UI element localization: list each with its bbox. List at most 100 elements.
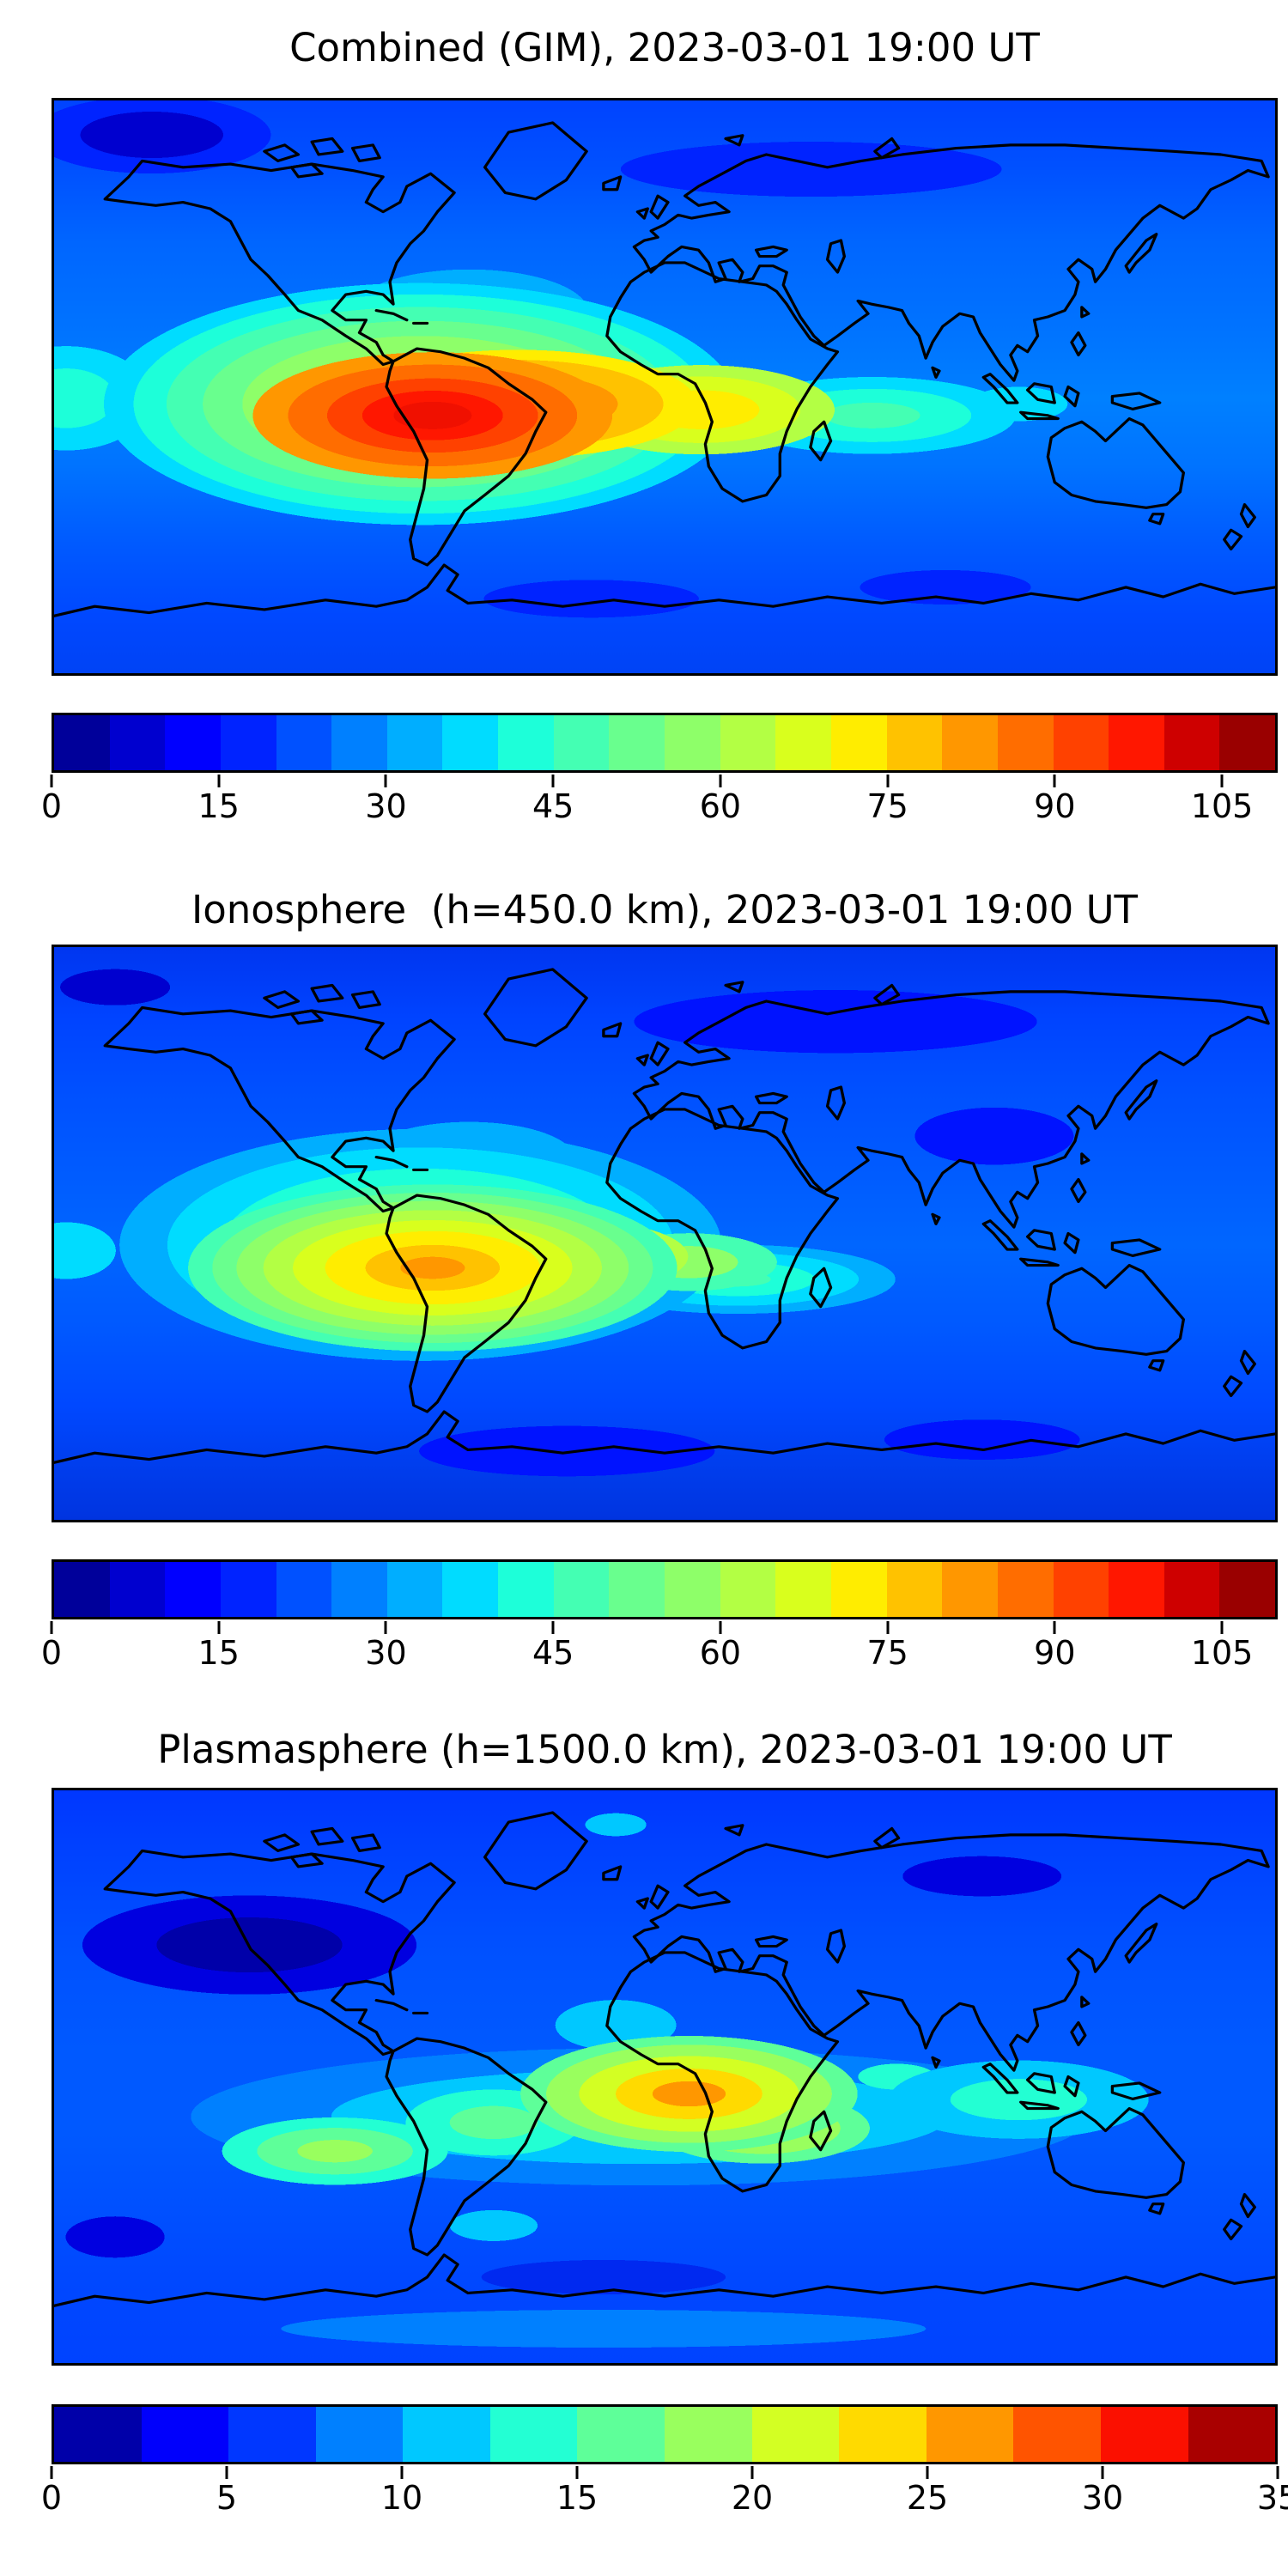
colorbar-tick-label: 45 xyxy=(532,1634,574,1672)
colorbar-segment xyxy=(1163,1562,1220,1617)
colorbar-tick-mark xyxy=(575,2466,579,2479)
map1-colorbar xyxy=(52,713,1278,773)
colorbar-segment xyxy=(1053,715,1109,770)
colorbar-segment xyxy=(1219,715,1276,770)
colorbar-tick-mark xyxy=(217,1621,221,1634)
colorbar-segment xyxy=(751,2407,840,2462)
colorbar-segment xyxy=(109,715,166,770)
colorbar-segment xyxy=(276,1562,332,1617)
colorbar-segment xyxy=(926,2407,1014,2462)
colorbar-tick-mark xyxy=(750,2466,754,2479)
colorbar-segment xyxy=(498,715,554,770)
colorbar-segment xyxy=(830,1562,887,1617)
colorbar-segment xyxy=(54,715,110,770)
map3-plot-area xyxy=(52,1788,1278,2366)
colorbar-segment xyxy=(942,715,998,770)
colorbar-tick-label: 30 xyxy=(1081,2479,1124,2517)
colorbar-segment xyxy=(276,715,332,770)
map2-colorbar-axis: 0 15 30 45 60 75 90 105 xyxy=(41,1621,1278,1681)
colorbar-tick-label: 20 xyxy=(731,2479,774,2517)
colorbar-tick-mark xyxy=(719,775,722,787)
colorbar-tick-label: 0 xyxy=(40,1634,63,1672)
colorbar-segment xyxy=(720,715,776,770)
map2-colorbar xyxy=(52,1559,1278,1619)
colorbar-segment xyxy=(830,715,887,770)
colorbar-segment xyxy=(1163,715,1220,770)
world-coastlines xyxy=(54,968,1275,1464)
map1-plot-area xyxy=(52,98,1278,676)
map3-coastline-overlay xyxy=(54,1811,1275,2307)
colorbar-segment xyxy=(1188,2407,1276,2462)
colorbar-tick-mark xyxy=(384,775,387,787)
colorbar-segment xyxy=(54,1562,110,1617)
map3-colorbar-axis: 0 5 10 15 20 25 30 35 xyxy=(41,2466,1288,2526)
colorbar-segment xyxy=(331,715,387,770)
colorbar-segment xyxy=(775,715,831,770)
colorbar-segment xyxy=(386,1562,443,1617)
colorbar-segment xyxy=(442,1562,499,1617)
colorbar-tick-label: 15 xyxy=(197,787,240,825)
colorbar-segment xyxy=(942,1562,998,1617)
colorbar-tick-mark xyxy=(719,1621,722,1634)
colorbar-segment xyxy=(109,1562,166,1617)
colorbar-segment xyxy=(498,1562,554,1617)
colorbar-segment xyxy=(886,1562,943,1617)
colorbar-tick-mark xyxy=(217,775,221,787)
colorbar-tick-mark xyxy=(551,775,555,787)
colorbar-segment xyxy=(403,2407,490,2462)
colorbar-tick-label: 25 xyxy=(906,2479,949,2517)
colorbar-tick-label: 60 xyxy=(699,1634,742,1672)
map1-colorbar-axis: 0 15 30 45 60 75 90 105 xyxy=(41,775,1278,835)
colorbar-segment xyxy=(220,1562,276,1617)
map2-title: Ionosphere (h=450.0 km), 2023-03-01 19:0… xyxy=(191,887,1139,933)
colorbar-tick-label: 0 xyxy=(40,2479,63,2517)
colorbar-tick-label: 45 xyxy=(532,787,574,825)
colorbar-segment xyxy=(315,2407,404,2462)
colorbar-tick-mark xyxy=(400,2466,404,2479)
colorbar-tick-label: 105 xyxy=(1190,1634,1254,1672)
colorbar-segment xyxy=(54,2407,142,2462)
colorbar-tick-mark xyxy=(1220,775,1224,787)
colorbar-tick-label: 75 xyxy=(866,787,908,825)
world-coastlines xyxy=(54,1811,1275,2307)
world-coastlines xyxy=(54,121,1275,617)
colorbar-tick-mark xyxy=(384,1621,387,1634)
colorbar-segment xyxy=(997,1562,1054,1617)
map1-coastline-overlay xyxy=(54,121,1275,617)
colorbar-tick-label: 0 xyxy=(40,787,63,825)
map2-coastline-overlay xyxy=(54,968,1275,1464)
colorbar-segment xyxy=(220,715,276,770)
colorbar-tick-mark xyxy=(926,2466,929,2479)
colorbar-segment xyxy=(1013,2407,1101,2462)
colorbar-tick-mark xyxy=(50,2466,53,2479)
colorbar-tick-label: 60 xyxy=(699,787,742,825)
colorbar-tick-label: 30 xyxy=(365,787,407,825)
colorbar-segment xyxy=(609,1562,665,1617)
colorbar-segment xyxy=(1053,1562,1109,1617)
colorbar-segment xyxy=(886,715,943,770)
map3-colorbar xyxy=(52,2404,1278,2464)
colorbar-tick-label: 15 xyxy=(197,1634,240,1672)
colorbar-tick-mark xyxy=(886,775,890,787)
colorbar-segment xyxy=(609,715,665,770)
colorbar-tick-label: 35 xyxy=(1256,2479,1288,2517)
colorbar-tick-mark xyxy=(1101,2466,1104,2479)
colorbar-segment xyxy=(553,1562,610,1617)
colorbar-segment xyxy=(665,2407,752,2462)
colorbar-segment xyxy=(442,715,499,770)
colorbar-segment xyxy=(775,1562,831,1617)
colorbar-segment xyxy=(165,715,221,770)
map1-title: Combined (GIM), 2023-03-01 19:00 UT xyxy=(289,25,1040,70)
colorbar-segment xyxy=(553,715,610,770)
colorbar-segment xyxy=(1109,715,1164,770)
colorbar-tick-label: 5 xyxy=(216,2479,238,2517)
colorbar-tick-label: 30 xyxy=(365,1634,407,1672)
map2-plot-area xyxy=(52,945,1278,1522)
colorbar-tick-label: 105 xyxy=(1190,787,1254,825)
colorbar-segment xyxy=(228,2407,316,2462)
colorbar-tick-mark xyxy=(886,1621,890,1634)
colorbar-segment xyxy=(141,2407,229,2462)
colorbar-segment xyxy=(577,2407,665,2462)
colorbar-tick-mark xyxy=(1276,2466,1279,2479)
colorbar-tick-label: 90 xyxy=(1034,787,1076,825)
